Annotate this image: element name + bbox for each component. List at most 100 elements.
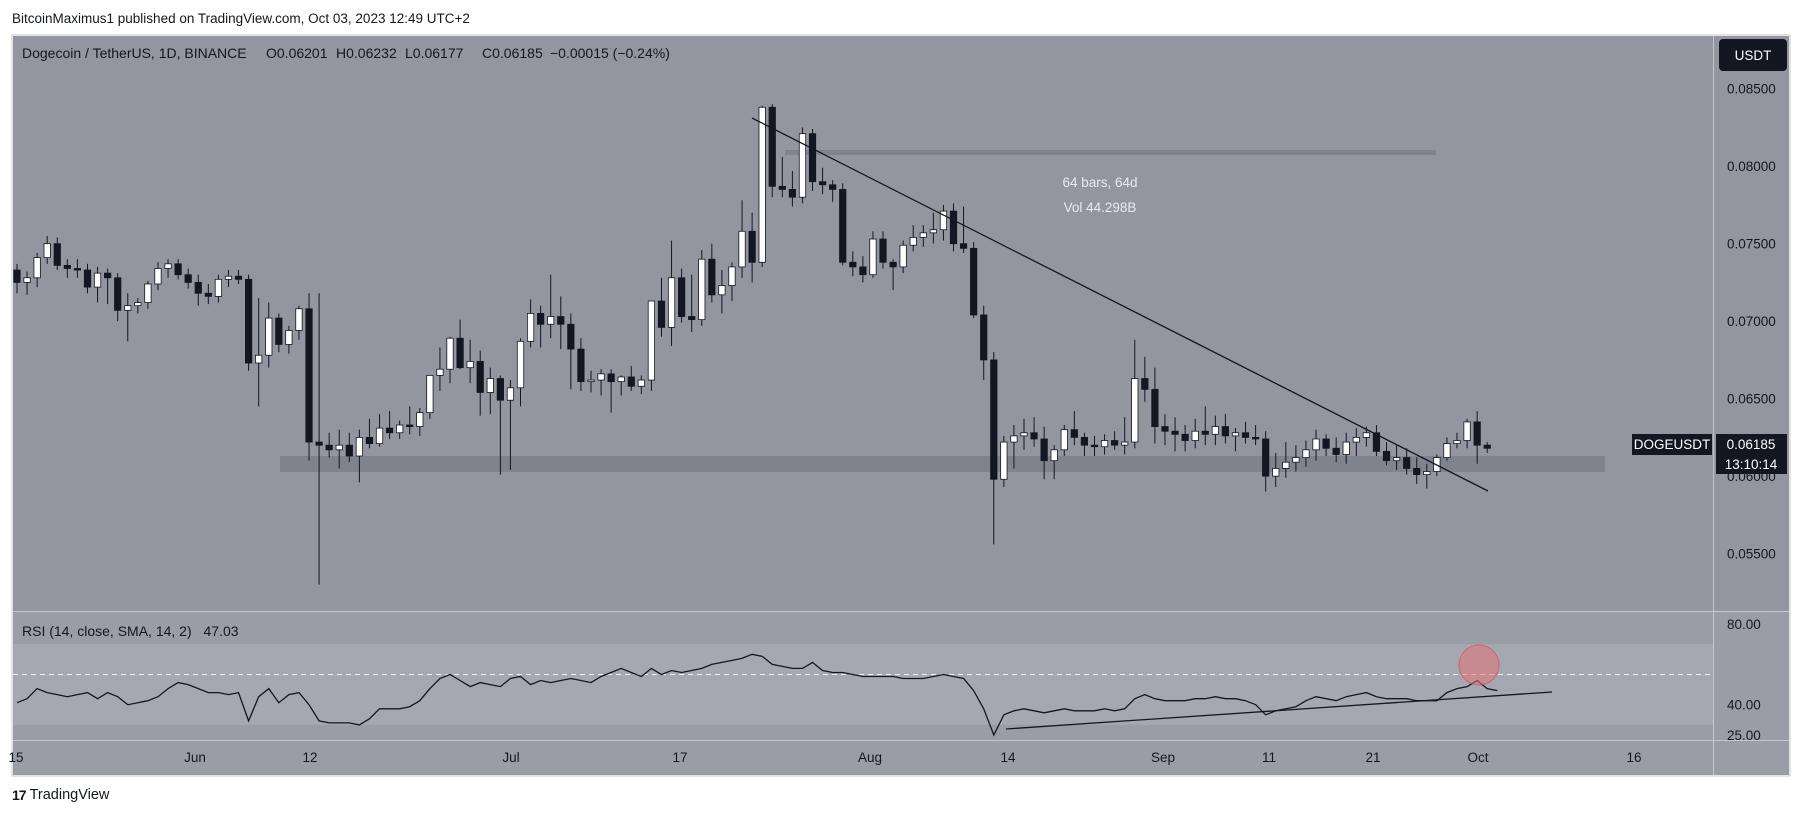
candle-body [1201, 430, 1209, 435]
candle-up [869, 231, 877, 278]
candle-up [416, 407, 424, 436]
candle-body [204, 292, 212, 297]
candle-body [738, 230, 746, 268]
candle-body [889, 261, 897, 268]
candle-body [224, 275, 233, 280]
candle-down [980, 305, 988, 381]
candle-body [184, 274, 192, 283]
candle-up [1312, 429, 1320, 461]
candle-down [275, 313, 283, 353]
candle-up [224, 270, 233, 288]
candle-down [73, 259, 82, 278]
candle-up [1282, 442, 1290, 478]
candle-up [1443, 437, 1451, 461]
candle-body [375, 427, 384, 445]
candle-up [1463, 418, 1471, 449]
candle-up [164, 259, 172, 278]
candle-down [1181, 425, 1189, 452]
candle-body [617, 376, 625, 383]
candle-up [698, 249, 706, 326]
candle-body [1342, 441, 1350, 455]
candle-up [587, 370, 595, 393]
price-tick-label: 0.05500 [1727, 547, 1776, 562]
candle-body [1161, 426, 1169, 432]
candle-body [1050, 449, 1058, 462]
time-tick-label: Sep [1151, 750, 1175, 765]
candle-body [1241, 432, 1250, 438]
candle-body [275, 317, 283, 345]
candles [13, 104, 1491, 585]
candle-body [446, 337, 454, 370]
time-tick-label: Aug [858, 750, 882, 765]
candle-down [748, 212, 756, 283]
candle-up [516, 338, 525, 407]
tradingview-logo-text: TradingView [29, 787, 110, 803]
candle-up [255, 297, 263, 407]
time-tick-label: 11 [1262, 750, 1276, 765]
candle-body [1413, 468, 1421, 476]
candle-body [63, 264, 71, 269]
rsi-label: RSI (14, close, SMA, 14, 2) [22, 623, 192, 639]
candle-down [1111, 431, 1119, 450]
candle-body [798, 133, 807, 198]
candle-body [1272, 468, 1280, 477]
candle-down [1040, 426, 1048, 480]
candle-body [53, 243, 61, 266]
candle-body [426, 375, 434, 414]
candle-down [1473, 411, 1481, 464]
rsi-legend: RSI (14, close, SMA, 14, 2) 47.03 [22, 623, 239, 639]
price-ticks: 0.085000.080000.075000.070000.065000.060… [1727, 82, 1776, 562]
last-price-label: DOGEUSDT 0.06185 13:10:14 [1632, 434, 1787, 474]
candle-down [1372, 425, 1381, 457]
candle-body [245, 278, 253, 364]
candle-up [1392, 445, 1401, 470]
tradingview-logo[interactable]: 17 TradingView [12, 787, 109, 803]
candle-down [476, 350, 484, 416]
candle-down [174, 259, 182, 280]
candle-down [83, 263, 92, 294]
candle-body [154, 268, 162, 285]
candle-body [1382, 450, 1391, 462]
time-tick-label: 15 [8, 750, 23, 765]
price-tick-label: 0.07500 [1727, 237, 1776, 252]
rsi-highlight-circle [1458, 644, 1500, 686]
symbol-tag: DOGEUSDT [1634, 437, 1711, 452]
candle-body [496, 378, 504, 401]
candle-body [234, 275, 243, 280]
candle-up [426, 375, 434, 419]
candle-down [194, 274, 202, 306]
candle-body [1322, 438, 1330, 449]
candle-body [1262, 438, 1270, 477]
time-tick-label: Jun [184, 750, 206, 765]
candle-body [637, 379, 645, 387]
candle-body [859, 266, 867, 276]
candle-up [1131, 339, 1139, 449]
candle-up [1060, 425, 1068, 457]
candle-body [949, 210, 958, 245]
candle-body [295, 308, 303, 331]
time-tick-label: 17 [672, 750, 687, 765]
candle-down [879, 231, 887, 269]
candle-up [526, 299, 535, 348]
rsi-tick-label: 80.00 [1727, 617, 1761, 632]
price-tick-label: 0.08500 [1727, 82, 1776, 97]
candle-body [466, 361, 474, 369]
candle-body [1221, 426, 1229, 437]
candle-down [345, 432, 353, 463]
candle-down [385, 411, 394, 439]
candle-up [134, 297, 142, 314]
candle-body [1312, 438, 1320, 451]
candle-body [980, 314, 988, 361]
rsi-axis[interactable] [1713, 612, 1789, 740]
candle-body [919, 232, 927, 238]
currency-button[interactable]: USDT [1719, 39, 1787, 71]
price-axis[interactable] [1713, 36, 1789, 611]
measure-bars: 64 bars, 64d [1062, 175, 1137, 190]
candle-down [607, 369, 615, 413]
candle-down [1241, 421, 1250, 444]
candle-body [547, 316, 555, 325]
time-tick-label: Jul [502, 750, 519, 765]
candle-body [365, 437, 374, 445]
time-axis[interactable] [13, 741, 1789, 775]
